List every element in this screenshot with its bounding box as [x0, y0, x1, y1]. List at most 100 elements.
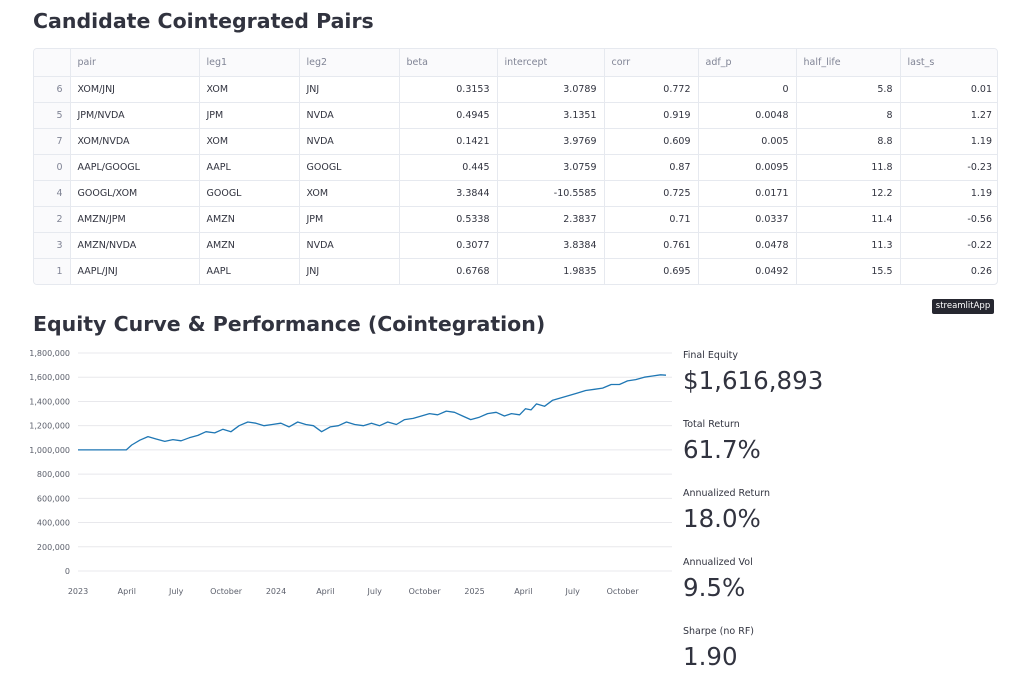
table-cell[interactable]: 0.0048 — [698, 102, 797, 129]
table-cell[interactable]: 0.87 — [604, 154, 699, 181]
table-cell[interactable]: 0.609 — [604, 128, 699, 155]
table-cell[interactable]: 0 — [698, 76, 797, 103]
column-header-intercept[interactable]: intercept — [497, 49, 605, 77]
table-cell[interactable]: AMZN/JPM — [70, 206, 200, 233]
table-cell[interactable]: 11.4 — [796, 206, 901, 233]
table-cell[interactable]: 3.9769 — [497, 128, 605, 155]
table-cell[interactable]: 11.8 — [796, 154, 901, 181]
table-cell[interactable]: 8.8 — [796, 128, 901, 155]
row-index-cell[interactable]: 0 — [34, 154, 71, 181]
table-cell[interactable]: 3.1351 — [497, 102, 605, 129]
table-cell[interactable]: 0.772 — [604, 76, 699, 103]
equity-curve-chart[interactable]: 0 200,000 400,000 600,000 800,000 1,000,000 1,… — [0, 338, 680, 603]
table-cell[interactable]: 0.445 — [399, 154, 498, 181]
table-cell[interactable]: 0.0171 — [698, 180, 797, 207]
table-cell[interactable]: 0.6768 — [399, 258, 498, 284]
table-cell[interactable]: 11.3 — [796, 232, 901, 259]
table-cell[interactable]: 8 — [796, 102, 901, 129]
table-cell[interactable]: 0.3153 — [399, 76, 498, 103]
table-cell[interactable]: 0.919 — [604, 102, 699, 129]
table-cell[interactable]: 0.71 — [604, 206, 699, 233]
table-cell[interactable]: 0.3077 — [399, 232, 498, 259]
table-row[interactable]: 5 JPM/NVDA JPM NVDA 0.4945 3.1351 0.919 0.0048 8… — [34, 102, 997, 129]
table-cell[interactable]: 15.5 — [796, 258, 901, 284]
table-cell[interactable]: 5.8 — [796, 76, 901, 103]
table-cell[interactable]: -0.22 — [900, 232, 997, 259]
table-cell[interactable]: 0.5338 — [399, 206, 498, 233]
table-cell[interactable]: 0.1421 — [399, 128, 498, 155]
table-cell[interactable]: 0.0478 — [698, 232, 797, 259]
table-cell[interactable]: JNJ — [299, 258, 400, 284]
table-cell[interactable]: 12.2 — [796, 180, 901, 207]
column-header-beta[interactable]: beta — [399, 49, 498, 77]
table-cell[interactable]: AAPL/JNJ — [70, 258, 200, 284]
table-cell[interactable]: 0.01 — [900, 76, 997, 103]
table-row[interactable]: 0 AAPL/GOOGL AAPL GOOGL 0.445 3.0759 0.87 0.009… — [34, 154, 997, 181]
table-cell[interactable]: 0.0337 — [698, 206, 797, 233]
table-cell[interactable]: AAPL/GOOGL — [70, 154, 200, 181]
column-header-leg1[interactable]: leg1 — [199, 49, 300, 77]
table-cell[interactable]: AMZN — [199, 206, 300, 233]
table-cell[interactable]: AAPL — [199, 258, 300, 284]
table-cell[interactable]: 0.695 — [604, 258, 699, 284]
table-cell[interactable]: 1.19 — [900, 128, 997, 155]
table-cell[interactable]: XOM — [199, 76, 300, 103]
table-cell[interactable]: 0.26 — [970, 265, 992, 277]
table-row[interactable]: 2 AMZN/JPM AMZN JPM 0.5338 2.3837 0.71 0.0337 11… — [34, 206, 997, 233]
column-header-index[interactable] — [34, 49, 71, 77]
table-cell[interactable]: 3.0789 — [497, 76, 605, 103]
table-cell[interactable]: 0.725 — [604, 180, 699, 207]
table-cell[interactable]: 1.27 — [900, 102, 997, 129]
column-header-pair[interactable]: pair — [70, 49, 200, 77]
column-header-last-s[interactable]: last_s — [900, 49, 997, 77]
table-cell[interactable]: JPM/NVDA — [70, 102, 200, 129]
streamlit-app-badge[interactable]: streamlitApp — [932, 299, 994, 314]
table-cell[interactable]: XOM/JNJ — [70, 76, 200, 103]
table-cell[interactable]: JNJ — [299, 76, 400, 103]
table-row[interactable]: 6 XOM/JNJ XOM JNJ 0.3153 3.0789 0.772 0 5.8 0.01 — [34, 76, 997, 103]
table-cell[interactable]: 1.9835 — [497, 258, 605, 284]
table-row[interactable]: 7 XOM/NVDA XOM NVDA 0.1421 3.9769 0.609 0.005 8.… — [34, 128, 997, 155]
column-header-half-life[interactable]: half_life — [796, 49, 901, 77]
table-cell[interactable]: XOM/NVDA — [70, 128, 200, 155]
table-row[interactable]: 4 GOOGL/XOM GOOGL XOM 3.3844 -10.5585 0.725 0.0… — [34, 180, 997, 207]
equity-line[interactable] — [78, 374, 667, 451]
table-cell[interactable]: 1.19 — [900, 180, 997, 207]
table-cell[interactable]: -10.5585 — [497, 180, 605, 207]
table-cell[interactable]: 2.3837 — [497, 206, 605, 233]
table-cell[interactable]: JPM — [299, 206, 400, 233]
table-cell[interactable]: -0.56 — [900, 206, 997, 233]
table-cell[interactable]: 0.761 — [604, 232, 699, 259]
row-index-cell[interactable]: 4 — [34, 180, 71, 207]
table-cell[interactable]: XOM — [199, 128, 300, 155]
table-cell[interactable]: NVDA — [299, 232, 400, 259]
table-cell[interactable]: GOOGL — [299, 154, 400, 181]
pairs-table[interactable]: pair leg1 leg2 beta intercept corr adf_p half_l… — [33, 48, 998, 285]
table-cell[interactable]: JPM — [199, 102, 300, 129]
table-cell[interactable]: 0.005 — [698, 128, 797, 155]
row-index-cell[interactable]: 6 — [34, 76, 71, 103]
column-header-adf-p[interactable]: adf_p — [698, 49, 797, 77]
table-cell[interactable]: 3.8384 — [497, 232, 605, 259]
table-cell[interactable]: 3.0759 — [497, 154, 605, 181]
table-cell[interactable]: -0.23 — [900, 154, 997, 181]
table-cell[interactable]: GOOGL — [199, 180, 300, 207]
row-index-cell[interactable]: 1 — [34, 258, 71, 284]
column-header-corr[interactable]: corr — [604, 49, 699, 77]
table-row[interactable]: 1 AAPL/JNJ AAPL JNJ 0.6768 1.9835 0.695 0.0492 1… — [34, 258, 997, 284]
table-cell[interactable]: AAPL — [199, 154, 300, 181]
row-index-cell[interactable]: 5 — [34, 102, 71, 129]
column-header-leg2[interactable]: leg2 — [299, 49, 400, 77]
table-cell[interactable]: AMZN/NVDA — [70, 232, 200, 259]
table-cell[interactable]: 3.3844 — [399, 180, 498, 207]
table-cell[interactable]: 0.0492 — [698, 258, 797, 284]
table-cell[interactable]: 0.4945 — [399, 102, 498, 129]
table-cell[interactable]: 0.0095 — [698, 154, 797, 181]
table-cell[interactable]: NVDA — [299, 128, 400, 155]
table-row[interactable]: 3 AMZN/NVDA AMZN NVDA 0.3077 3.8384 0.761 0.047… — [34, 232, 997, 259]
row-index-cell[interactable]: 7 — [34, 128, 71, 155]
table-cell[interactable]: XOM — [299, 180, 400, 207]
table-cell[interactable]: NVDA — [299, 102, 400, 129]
table-cell[interactable]: GOOGL/XOM — [70, 180, 200, 207]
table-cell[interactable]: AMZN — [199, 232, 300, 259]
